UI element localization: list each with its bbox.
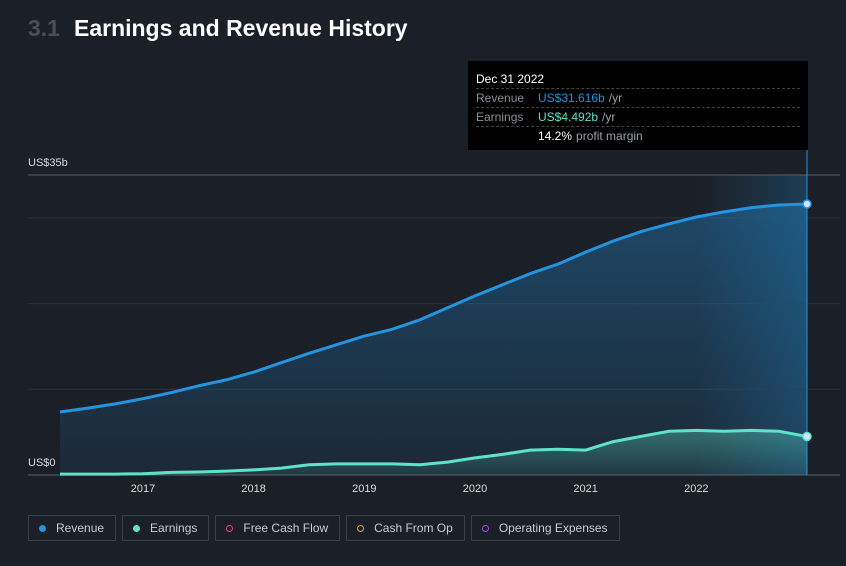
legend-marker (133, 524, 141, 532)
legend-label: Earnings (150, 521, 198, 535)
x-tick-label: 2017 (131, 483, 155, 495)
y-tick-label: US$35b (28, 157, 68, 169)
section-number: 3.1 (28, 15, 60, 41)
end-point (802, 199, 812, 209)
tooltip-row: 14.2% profit margin (476, 126, 800, 145)
profit-margin-text: profit margin (576, 129, 643, 143)
header: 3.1 Earnings and Revenue History (28, 15, 408, 42)
legend: Revenue Earnings Free Cash Flow Cash From O… (28, 515, 620, 541)
x-tick-label: 2019 (352, 483, 376, 495)
legend-marker (357, 524, 365, 532)
legend-item[interactable]: Cash From Op (346, 515, 465, 541)
tooltip-row: Earnings US$4.492b/yr (476, 107, 800, 126)
area (60, 204, 807, 475)
legend-marker (39, 524, 46, 532)
line (59, 202, 808, 414)
tooltip: Dec 31 2022 Revenue US$31.616b/yr Earning… (468, 61, 808, 150)
tooltip-label: Revenue (476, 91, 525, 105)
tooltip-date: Dec 31 2022 (476, 72, 545, 86)
x-tick-label: 2021 (573, 483, 597, 495)
legend-item[interactable]: Earnings (122, 515, 210, 541)
tooltip-row: Revenue US$31.616b/yr (476, 88, 800, 107)
legend-label: Cash From Op (374, 521, 453, 535)
legend-marker (481, 524, 489, 532)
legend-item[interactable]: Revenue (28, 515, 117, 541)
tooltip-unit: /yr (608, 91, 623, 105)
x-tick-label: 2020 (463, 483, 487, 495)
tooltip-value: US$4.492b (538, 110, 599, 124)
tooltip-unit: /yr (602, 110, 616, 124)
legend-label: Operating Expenses (498, 521, 608, 535)
y-tick-label: US$0 (28, 457, 56, 469)
legend-marker (226, 524, 234, 532)
x-tick-label: 2022 (684, 483, 708, 495)
legend-label: Revenue (56, 521, 105, 535)
legend-item[interactable]: Operating Expenses (470, 515, 620, 541)
line (60, 428, 808, 476)
tooltip-label: Earnings (476, 110, 524, 124)
chart: US$0 US$35b 2017 2018 2019 2020 2021 2022 (28, 150, 840, 495)
end-point (802, 431, 812, 442)
profit-margin: 14.2% (538, 129, 573, 143)
chart-title: Earnings and Revenue History (73, 15, 408, 41)
tooltip-value: US$31.616b (538, 91, 605, 105)
legend-label: Free Cash Flow (243, 521, 329, 535)
x-tick-label: 2018 (241, 483, 265, 495)
legend-item[interactable]: Free Cash Flow (215, 515, 341, 541)
